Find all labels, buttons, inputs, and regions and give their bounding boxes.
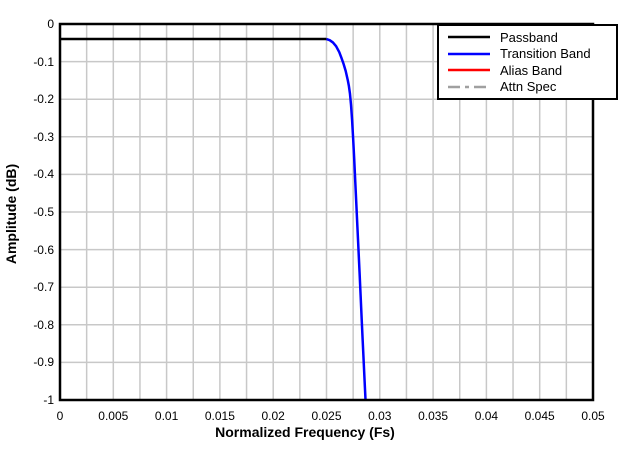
x-tick-label: 0.02 (261, 409, 285, 423)
x-tick-label: 0.01 (154, 409, 179, 423)
legend-item-attn-spec: Attn Spec (439, 79, 616, 95)
x-tick-label: 0.045 (524, 409, 555, 423)
passband-line-sample-icon (448, 36, 490, 39)
legend-label-attn-spec: Attn Spec (500, 79, 557, 95)
legend-item-transition-band: Transition Band (439, 46, 616, 62)
y-tick-label: 0 (47, 17, 54, 31)
legend-label-alias-band: Alias Band (500, 62, 563, 78)
y-tick-label: -0.2 (33, 92, 54, 107)
x-tick-label: 0.005 (98, 409, 129, 423)
legend-item-passband: Passband (439, 29, 616, 45)
y-tick-label: -0.3 (33, 129, 54, 144)
x-axis-title: Normalized Frequency (Fs) (215, 424, 395, 440)
x-tick-label: 0.035 (418, 409, 449, 423)
attn-spec-line-sample-icon (448, 85, 490, 88)
legend-label-transition-band: Transition Band (500, 46, 591, 62)
y-axis-title: Amplitude (dB) (3, 163, 19, 265)
y-tick-label: -0.1 (33, 54, 54, 69)
gridlines (60, 24, 593, 400)
plot-border (58, 22, 595, 402)
x-tick-label: 0.025 (311, 409, 342, 423)
x-tick-label: 0.015 (204, 409, 235, 423)
alias-band-line-sample-icon (448, 69, 490, 72)
legend-label-passband: Passband (500, 29, 558, 45)
x-tick-label: 0.05 (581, 409, 605, 423)
x-tick-label: 0.03 (368, 409, 392, 423)
y-tick-label: -0.7 (33, 280, 54, 295)
legend-item-alias-band: Alias Band (439, 62, 616, 78)
series-transition-band (326, 37, 367, 400)
transition-band-line-sample-icon (448, 52, 490, 55)
x-tick-label: 0 (56, 409, 64, 423)
legend: Passband Transition Band Alias Band Attn… (437, 24, 618, 100)
y-tick-label: -1 (43, 393, 54, 407)
y-tick-label: -0.6 (33, 242, 54, 257)
x-tick-label: 0.04 (474, 409, 499, 423)
y-tick-label: -0.5 (33, 205, 54, 219)
y-tick-label: -0.9 (33, 355, 54, 370)
y-tick-label: -0.8 (33, 317, 54, 332)
y-tick-label: -0.4 (33, 167, 54, 182)
